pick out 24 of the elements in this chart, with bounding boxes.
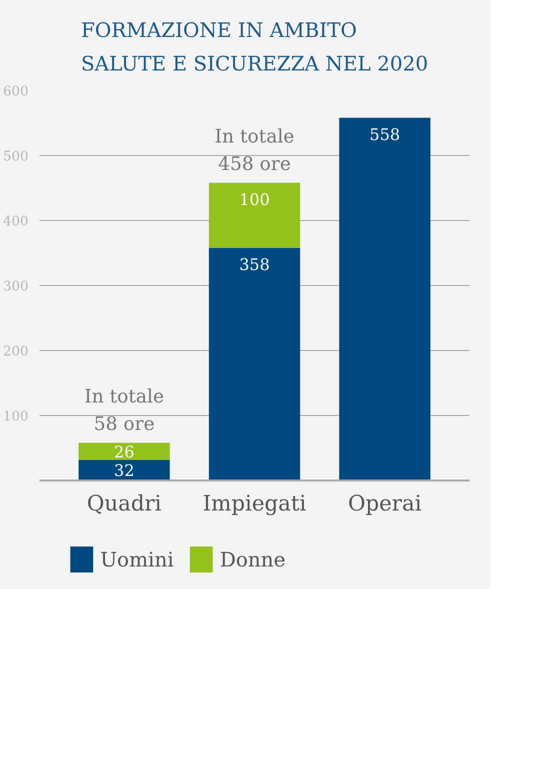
legend-label: Donne <box>220 548 286 572</box>
legend-label: Uomini <box>100 548 174 572</box>
y-tick-label: 500 <box>3 150 29 164</box>
y-tick-label: 200 <box>3 344 29 360</box>
bar <box>208 248 300 480</box>
data-label: 26 <box>114 442 134 462</box>
bar <box>78 460 170 480</box>
bar <box>339 118 430 480</box>
y-tick-label: 400 <box>3 214 29 230</box>
data-label: 358 <box>239 254 270 274</box>
bar <box>208 182 300 248</box>
chart-title: FORMAZIONE IN AMBITO SALUTE E SICUREZZA NEL 2020 <box>80 18 428 76</box>
total-label: In totale 458 ore <box>214 126 294 175</box>
x-tick-label: Operai <box>348 492 422 516</box>
x-tick-label: Quadri <box>86 492 162 516</box>
y-tick-label: 100 <box>3 410 29 424</box>
data-label: 100 <box>239 190 270 209</box>
bar <box>78 442 170 460</box>
data-label: 558 <box>370 124 400 144</box>
data-label: 32 <box>114 461 134 480</box>
y-tick-label: 300 <box>3 280 29 294</box>
x-tick-label: Impiegati <box>202 492 306 516</box>
total-label: In totale 58 ore <box>84 386 164 435</box>
y-tick-label: 600 <box>3 84 29 100</box>
